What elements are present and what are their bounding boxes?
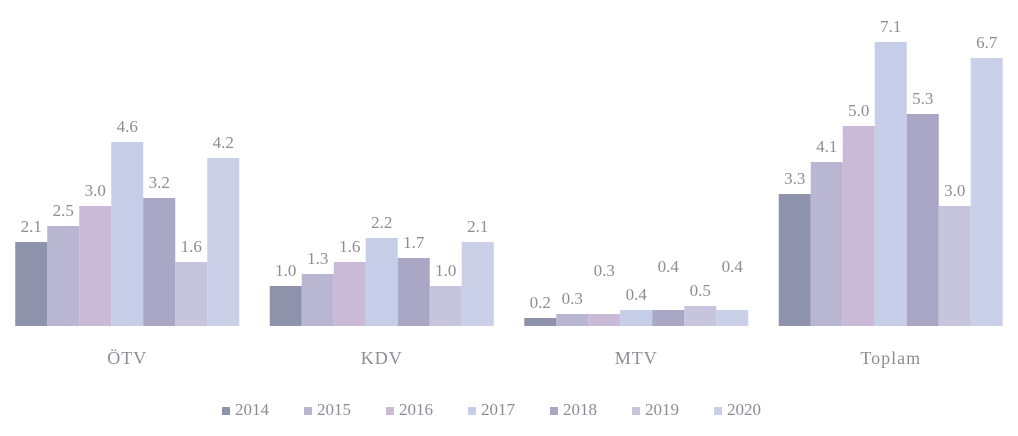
data-label: 3.2	[149, 173, 170, 192]
bar	[906, 114, 939, 326]
data-label: 4.1	[816, 137, 837, 156]
data-label: 2.2	[371, 213, 392, 232]
data-label: 4.2	[213, 133, 234, 152]
data-label: 3.3	[784, 169, 805, 188]
x-tick-label: KDV	[361, 348, 403, 368]
bar	[810, 162, 843, 326]
data-label: 1.7	[403, 233, 425, 252]
bar	[365, 238, 398, 326]
bar	[333, 262, 366, 326]
legend-swatch	[632, 407, 640, 415]
data-label: 7.1	[880, 17, 901, 36]
legend-label: 2017	[481, 400, 516, 419]
bar	[842, 126, 875, 326]
legend-swatch	[468, 407, 476, 415]
legend-label: 2014	[235, 400, 270, 419]
data-label: 0.4	[626, 285, 648, 304]
bar	[397, 258, 430, 326]
data-label: 4.6	[117, 117, 138, 136]
legend-label: 2016	[399, 400, 433, 419]
bar	[716, 310, 749, 326]
x-tick-label: Toplam	[860, 348, 921, 368]
bar	[15, 242, 48, 326]
bar	[175, 262, 208, 326]
data-label: 5.0	[848, 101, 869, 120]
data-label: 2.5	[53, 201, 74, 220]
bar	[620, 310, 653, 326]
data-label: 3.0	[85, 181, 106, 200]
bar	[874, 42, 907, 326]
bar	[938, 206, 971, 326]
bar	[778, 194, 811, 326]
bar	[524, 318, 557, 326]
bar	[143, 198, 176, 326]
bar	[207, 158, 240, 326]
legend-swatch	[304, 407, 312, 415]
bar	[588, 314, 621, 326]
data-label: 3.0	[944, 181, 965, 200]
legend-label: 2019	[645, 400, 679, 419]
data-label: 1.6	[181, 237, 202, 256]
data-label: 0.4	[658, 257, 680, 276]
bar	[429, 286, 462, 326]
data-label: 0.3	[594, 261, 615, 280]
x-tick-label: MTV	[615, 348, 658, 368]
bar	[970, 58, 1003, 326]
data-label: 2.1	[21, 217, 42, 236]
bar	[301, 274, 334, 326]
bar	[556, 314, 589, 326]
data-label: 2.1	[467, 217, 488, 236]
data-label: 1.0	[435, 261, 456, 280]
legend-swatch	[714, 407, 722, 415]
data-label: 0.3	[562, 289, 583, 308]
legend-swatch	[222, 407, 230, 415]
data-label: 0.4	[722, 257, 744, 276]
data-label: 0.5	[690, 281, 711, 300]
bar	[684, 306, 717, 326]
bar	[111, 142, 144, 326]
legend-label: 2015	[317, 400, 351, 419]
legend-label: 2020	[727, 400, 761, 419]
legend-swatch	[550, 407, 558, 415]
bar	[269, 286, 302, 326]
data-label: 1.6	[339, 237, 360, 256]
legend-label: 2018	[563, 400, 597, 419]
data-label: 6.7	[976, 33, 998, 52]
bar	[652, 310, 685, 326]
data-label: 1.3	[307, 249, 328, 268]
data-label: 0.2	[530, 293, 551, 312]
bar	[79, 206, 112, 326]
data-label: 1.0	[275, 261, 296, 280]
x-tick-label: ÖTV	[107, 348, 147, 368]
data-label: 5.3	[912, 89, 933, 108]
bar	[47, 226, 80, 326]
legend-swatch	[386, 407, 394, 415]
bar	[461, 242, 494, 326]
